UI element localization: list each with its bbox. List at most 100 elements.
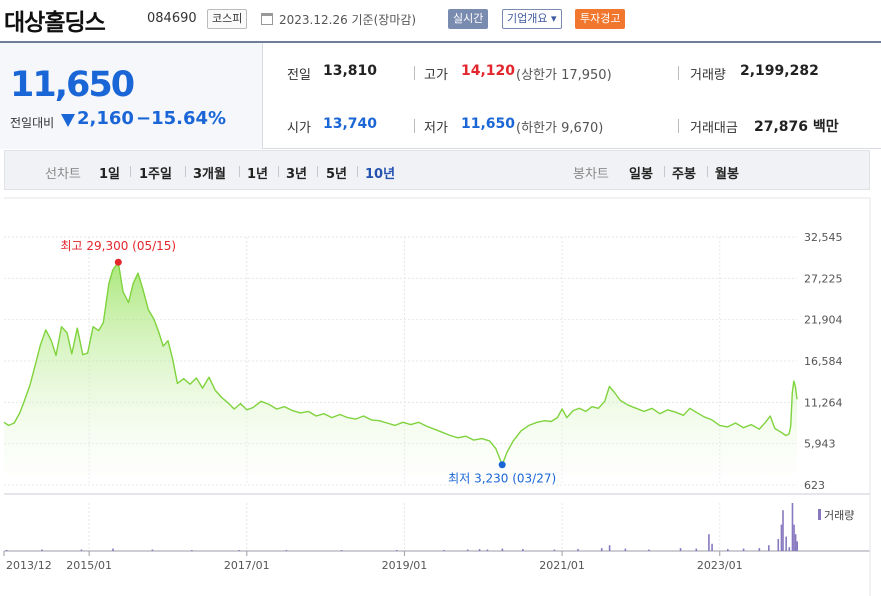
- y-tick-label: 16,584: [804, 355, 843, 368]
- volume-bar: [5, 550, 8, 551]
- volume-bar: [742, 548, 745, 551]
- divider: [678, 119, 679, 133]
- volume-bar: [791, 503, 794, 551]
- open-value: 13,740: [323, 116, 378, 132]
- y-tick-label: 11,264: [804, 396, 843, 409]
- price-line: [3, 261, 798, 466]
- volume-bars: [5, 503, 798, 551]
- stock-code: 084690: [147, 11, 197, 26]
- low-marker: [498, 461, 506, 469]
- volume-bar: [577, 549, 579, 551]
- y-tick-label: 623: [804, 479, 825, 492]
- volume-bar: [443, 550, 445, 551]
- divider: [414, 119, 415, 133]
- line-chart-label: 선차트: [45, 167, 81, 182]
- company-overview-dropdown[interactable]: 기업개요 ▾: [502, 9, 562, 29]
- prev-day-label: 전일대비: [10, 116, 55, 130]
- volume-bar: [648, 549, 650, 551]
- volume-bar: [695, 548, 698, 551]
- volume-legend: 거래량: [818, 507, 854, 523]
- volume-bar: [679, 548, 682, 551]
- y-tick-label: 5,943: [804, 438, 836, 451]
- volume-bar: [522, 549, 524, 551]
- stock-header: 대상홀딩스 084690 코스피 2023.12.26 기준(장마감) 실시간 …: [0, 0, 881, 42]
- candle-tab-weekly[interactable]: 주봉: [672, 167, 696, 182]
- volume-bar: [486, 549, 489, 551]
- period-tab-3y[interactable]: 3년: [286, 167, 308, 182]
- volume-value: 2,199,282: [740, 63, 819, 79]
- volume-bar: [191, 550, 193, 551]
- volume-legend-label: 거래량: [824, 509, 855, 522]
- volume-label: 거래량: [690, 68, 726, 83]
- high-value: 14,120: [461, 63, 516, 79]
- volume-bar: [782, 510, 784, 551]
- period-tab-1y[interactable]: 1년: [247, 167, 269, 182]
- lower-limit: (하한가 9,670): [516, 121, 604, 136]
- volume-bar: [624, 548, 627, 551]
- x-tick-label: 2023/01: [697, 559, 743, 572]
- low-label: 저가: [424, 121, 448, 136]
- high-annotation: 최고 29,300 (05/15): [60, 239, 176, 253]
- amount-value: 27,876 백만: [754, 119, 839, 135]
- chart-area: [3, 261, 798, 485]
- divider: [664, 166, 665, 177]
- price-box: 11,650 전일대비 2,160 −15.64%: [0, 43, 263, 149]
- divider: [317, 166, 318, 177]
- volume-bar: [600, 548, 603, 551]
- x-tick-label: 2019/01: [382, 559, 428, 572]
- chart-tab-bar: 선차트 1일 1주일 3개월 1년 3년 5년 10년 봉차트 일봉 주봉 월봉: [4, 150, 870, 190]
- chart-axes: 32,545 27,225 21,904 16,584 11,264 5,943 623 20…: [3, 231, 843, 572]
- volume-bar: [466, 549, 469, 551]
- volume-bar: [395, 550, 398, 551]
- upper-limit: (상한가 17,950): [516, 68, 612, 83]
- volume-bar: [758, 548, 761, 551]
- candle-tab-daily[interactable]: 일봉: [629, 167, 653, 182]
- volume-bar: [796, 541, 798, 551]
- period-tab-5y[interactable]: 5년: [326, 167, 348, 182]
- stock-name: 대상홀딩스: [4, 10, 106, 36]
- volume-bar: [768, 545, 770, 551]
- date-text: 2023.12.26 기준(장마감): [279, 13, 417, 27]
- period-tab-1d[interactable]: 1일: [99, 167, 121, 182]
- realtime-button[interactable]: 실시간: [448, 9, 489, 29]
- period-tab-3m[interactable]: 3개월: [193, 167, 226, 182]
- divider: [357, 166, 358, 177]
- volume-swatch-icon: [818, 509, 821, 520]
- x-tick-label: 2021/01: [539, 559, 585, 572]
- volume-bar: [501, 548, 504, 551]
- volume-bar: [794, 534, 797, 551]
- candle-tab-monthly[interactable]: 월봉: [715, 167, 739, 182]
- current-price: 11,650: [10, 65, 135, 105]
- volume-bar: [553, 549, 556, 551]
- open-label: 시가: [287, 121, 311, 136]
- period-tab-1w[interactable]: 1주일: [139, 167, 172, 182]
- volume-bar: [112, 548, 114, 551]
- high-marker: [114, 258, 122, 266]
- volume-bar: [708, 534, 710, 551]
- low-annotation: 최저 3,230 (03/27): [448, 472, 556, 486]
- candle-chart-label: 봉차트: [573, 167, 609, 182]
- divider: [278, 166, 279, 177]
- calendar-icon: [261, 13, 273, 25]
- header-divider: [0, 41, 881, 43]
- period-tab-10y[interactable]: 10년: [365, 167, 396, 182]
- quote-panel: 11,650 전일대비 2,160 −15.64% 전일 13,810 고가 1…: [0, 43, 881, 149]
- market-badge: 코스피: [207, 9, 248, 29]
- prev-close-value: 13,810: [323, 63, 378, 79]
- high-label: 고가: [424, 68, 448, 83]
- price-change-percent: −15.64%: [136, 108, 227, 129]
- low-value: 11,650: [461, 116, 516, 132]
- y-tick-label: 27,225: [804, 272, 843, 285]
- volume-bar: [793, 524, 795, 551]
- volume-bar: [777, 539, 780, 551]
- divider: [239, 166, 240, 177]
- volume-bar: [340, 550, 343, 551]
- x-tick-label: 2017/01: [224, 559, 270, 572]
- volume-bar: [727, 549, 729, 551]
- volume-bar: [785, 536, 787, 551]
- divider: [130, 166, 131, 177]
- chart-annotations: 최고 29,300 (05/15) 최저 3,230 (03/27): [60, 239, 556, 486]
- volume-bar: [711, 543, 713, 551]
- volume-bar: [608, 545, 611, 551]
